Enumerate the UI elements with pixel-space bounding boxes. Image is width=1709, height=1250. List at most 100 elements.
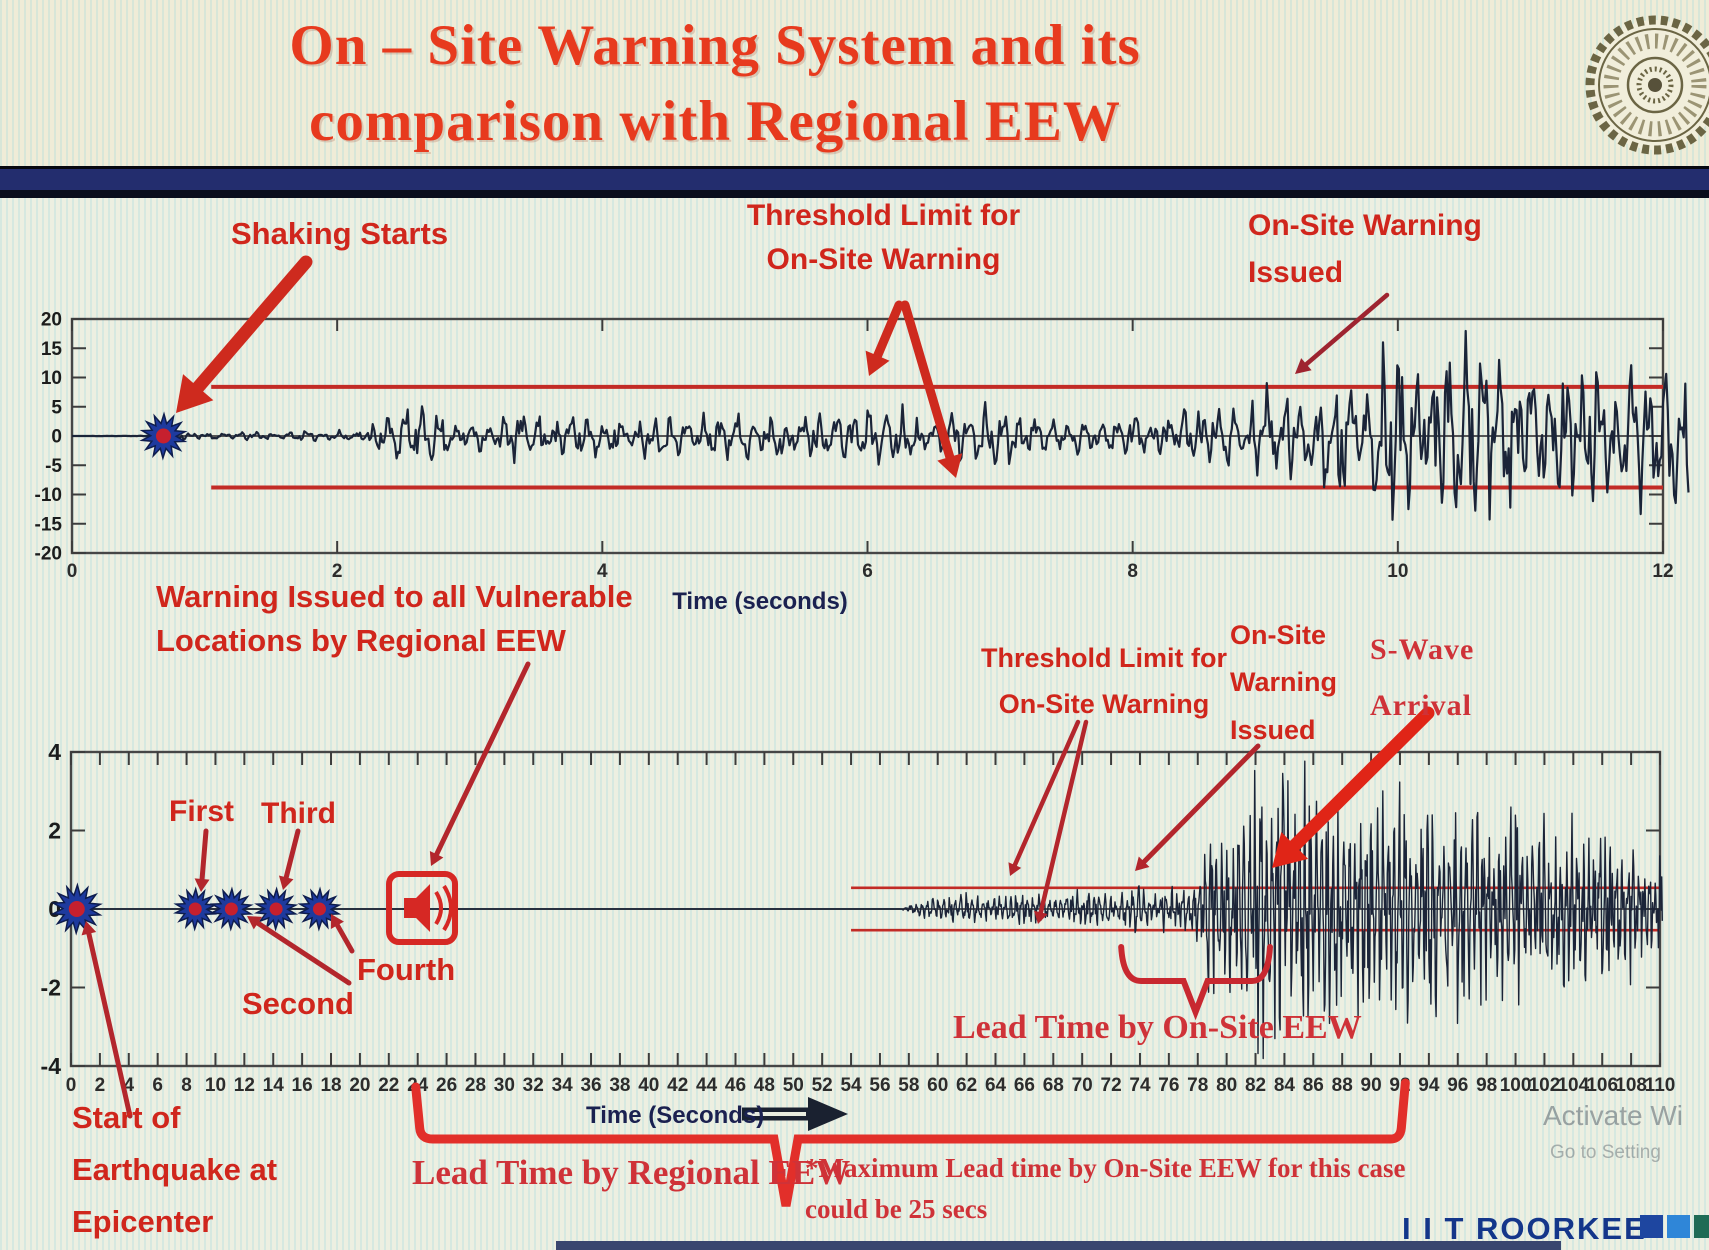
separator-bar (0, 166, 1709, 198)
bottom-chart-ytick-label: -4 (41, 1053, 62, 1079)
bottom-chart-xtick-label: 4 (123, 1075, 134, 1096)
bottom-chart-xtick-label: 108 (1615, 1075, 1647, 1096)
bottom-chart-xtick-label: 0 (66, 1075, 77, 1096)
bottom-chart-xtick-label: 70 (1072, 1075, 1093, 1096)
bottom-chart-xtick-label: 12 (234, 1075, 255, 1096)
p-wave-pick-marker-4-center (312, 902, 326, 916)
bottom-chart-xtick-label: 44 (696, 1075, 718, 1096)
bottom-chart-xtick-label: 72 (1101, 1075, 1122, 1096)
bottom-chart-xtick-label: 66 (1014, 1075, 1035, 1096)
threshold-lower-arrow-top-head (937, 453, 963, 478)
lead-time-regional-bracket (411, 1078, 1410, 1207)
onsite-warning-issued-label-bottom: On-Site Warning Issued (1230, 620, 1337, 745)
bottom-chart-ytick-label: 4 (48, 739, 61, 765)
top-chart-ytick-label: 5 (51, 397, 62, 418)
bottom-chart-xtick-label: 106 (1586, 1075, 1618, 1096)
lead-time-onsite-label: Lead Time by On-Site EEW (953, 1009, 1362, 1046)
bottom-chart-xtick-label: 68 (1043, 1075, 1064, 1096)
top-chart-ytick-label: 20 (41, 310, 62, 331)
bottom-chart-xtick-label: 80 (1216, 1075, 1237, 1096)
brand-square-3 (1694, 1215, 1709, 1238)
first-pick-label: First (169, 795, 235, 828)
top-chart-xtick-label: 2 (332, 561, 343, 582)
bottom-chart-xtick-label: 98 (1476, 1075, 1497, 1096)
speaker-wave-icon (442, 884, 454, 932)
brand-square-1 (1640, 1215, 1663, 1238)
epicenter-label: Start of Earthquake at Epicenter (72, 1100, 278, 1240)
bottom-chart-xtick-label: 100 (1500, 1075, 1532, 1096)
first-pick-arrow (199, 828, 209, 882)
bottom-chart-xtick-label: 10 (205, 1075, 226, 1096)
bottom-chart-xtick-label: 30 (494, 1075, 515, 1096)
s-wave-arrival-arrow-head (1272, 831, 1309, 868)
bottom-chart-xtick-label: 88 (1332, 1075, 1353, 1096)
shaking-starts-label: Shaking Starts (231, 216, 449, 251)
regional-warning-pointer-line-head (429, 851, 444, 866)
lead-time-regional-label: Lead Time by Regional EEW (412, 1153, 851, 1192)
xaxis-label-bottom: Time (Seconds) (586, 1102, 765, 1129)
bottom-edge-strip (556, 1241, 1561, 1250)
bottom-chart-xtick-label: 50 (783, 1075, 804, 1096)
onsite-issued-arrow-top-head (1295, 358, 1312, 374)
bottom-chart-xtick-label: 58 (898, 1075, 919, 1096)
bottom-chart-xtick-label: 2 (95, 1075, 106, 1096)
epicenter-marker-center (68, 901, 85, 917)
top-chart-xtick-label: 8 (1127, 561, 1138, 582)
bottom-chart-xtick-label: 34 (552, 1075, 574, 1096)
bottom-chart-ytick-label: 0 (48, 896, 61, 922)
regional-warning-label: Warning Issued to all Vulnerable Locatio… (156, 579, 633, 659)
bottom-chart-xtick-label: 74 (1129, 1075, 1151, 1096)
threshold-limit-label-top: Threshold Limit for On-Site Warning (746, 199, 1021, 276)
third-pick-label: Third (261, 797, 336, 830)
bottom-chart-xtick-label: 26 (436, 1075, 457, 1096)
bottom-chart-xtick-label: 54 (840, 1075, 862, 1096)
bottom-chart-xtick-label: 84 (1274, 1075, 1296, 1096)
bottom-chart-ytick-label: 2 (48, 818, 61, 844)
slide-title: On – Site Warning System and its compari… (289, 14, 1141, 153)
bottom-chart-xtick-label: 38 (609, 1075, 630, 1096)
bottom-chart-xtick-label: 22 (378, 1075, 399, 1096)
p-wave-pick-marker-2-center (224, 902, 238, 916)
top-chart-ytick-label: -10 (35, 485, 62, 506)
bottom-chart-xtick-label: 6 (152, 1075, 163, 1096)
bottom-chart-xtick-label: 64 (985, 1075, 1007, 1096)
bottom-chart-xtick-label: 42 (667, 1075, 688, 1096)
onsite-warning-issued-label-top: On-Site Warning Issued (1248, 209, 1482, 289)
bottom-chart-xtick-label: 86 (1303, 1075, 1324, 1096)
threshold-limit-label-bottom: Threshold Limit for On-Site Warning (981, 643, 1227, 719)
bottom-chart-xtick-label: 20 (349, 1075, 370, 1096)
top-chart-ytick-label: 0 (51, 427, 62, 448)
regional-warning-pointer-line (434, 661, 531, 857)
bottom-chart-xtick-label: 82 (1245, 1075, 1266, 1096)
fourth-pick-arrow (334, 922, 355, 954)
brand-square-2 (1667, 1215, 1690, 1238)
top-chart-xtick-label: 10 (1387, 561, 1408, 582)
shaking-starts-arrow (191, 255, 313, 394)
bottom-chart-xtick-label: 16 (292, 1075, 313, 1096)
top-chart-waveform (72, 329, 1690, 521)
title-bar (0, 0, 1709, 166)
s-wave-arrival-arrow (1288, 706, 1435, 852)
bottom-chart-xtick-label: 28 (465, 1075, 486, 1096)
top-chart-ytick-label: 15 (41, 339, 63, 360)
bottom-chart-xtick-label: 48 (754, 1075, 775, 1096)
second-pick-label: Second (242, 986, 354, 1021)
bottom-chart-xtick-label: 56 (869, 1075, 890, 1096)
lead-time-onsite-brace (1118, 944, 1273, 1021)
shaking-starts-arrow-head (176, 374, 214, 413)
threshold-upper-arrow-bottom-head (1008, 862, 1022, 876)
shaking-start-marker-center (155, 428, 171, 444)
bottom-chart-xtick-label: 8 (181, 1075, 192, 1096)
third-pick-arrow-head (278, 875, 294, 890)
onsite-issued-arrow-top (1304, 292, 1390, 367)
top-chart-ytick-label: -5 (45, 456, 62, 477)
bottom-chart-xtick-label: 46 (725, 1075, 746, 1096)
bottom-chart-xtick-label: 96 (1447, 1075, 1468, 1096)
bottom-chart-xtick-label: 60 (927, 1075, 948, 1096)
threshold-lower-arrow-bottom (1038, 719, 1089, 915)
iit-roorkee-emblem-icon (1585, 15, 1709, 155)
onsite-issued-arrow-bottom (1141, 743, 1261, 865)
second-pick-arrow-head (247, 916, 262, 930)
s-wave-arrival-label: S-Wave Arrival (1370, 633, 1475, 722)
